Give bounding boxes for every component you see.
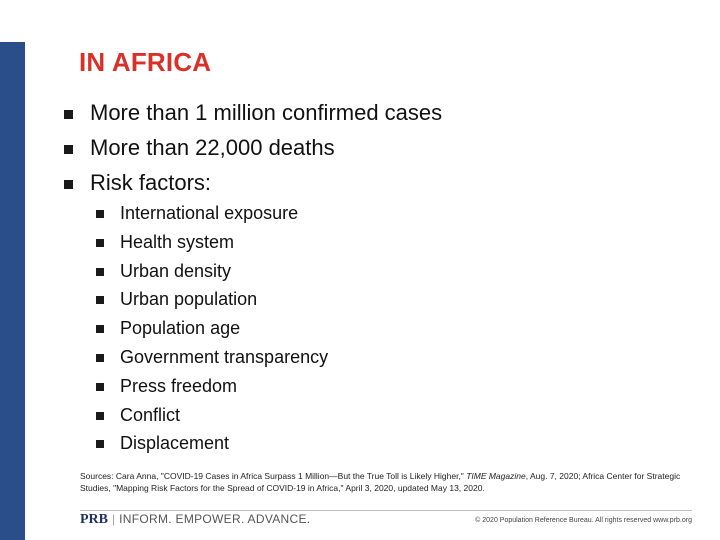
- square-bullet-icon: [96, 353, 104, 362]
- risk-factor-item: Displacement: [96, 430, 328, 459]
- risk-factor-text: Government transparency: [120, 346, 329, 367]
- risk-factor-text: Press freedom: [120, 375, 238, 396]
- risk-factor-item: International exposure: [96, 200, 328, 229]
- bullet-item: More than 22,000 deaths: [64, 133, 442, 168]
- footer-divider: [80, 510, 692, 511]
- risk-factor-item: Conflict: [96, 402, 328, 431]
- slide-title: IN AFRICA: [79, 47, 212, 77]
- risk-factor-text: Displacement: [120, 433, 230, 454]
- square-bullet-icon: [96, 325, 104, 334]
- sources-text-suffix: , Aug. 7, 2020; Africa Center for Strate…: [80, 471, 681, 493]
- copyright-notice: © 2020 Population Reference Bureau. All …: [475, 517, 692, 524]
- risk-factor-item: Press freedom: [96, 373, 328, 402]
- bullet-item: Risk factors:: [64, 168, 442, 203]
- risk-factor-text: Conflict: [120, 404, 181, 425]
- left-accent-bar: [0, 42, 25, 540]
- brand-separator: |: [112, 512, 116, 526]
- bullet-text: More than 22,000 deaths: [90, 135, 335, 160]
- risk-factor-text: Urban population: [120, 289, 258, 310]
- square-bullet-icon: [96, 238, 104, 247]
- square-bullet-icon: [96, 411, 104, 420]
- sources-magazine: TIME Magazine: [466, 471, 526, 481]
- risk-factor-item: Urban population: [96, 286, 328, 315]
- risk-factor-text: International exposure: [120, 203, 299, 223]
- square-bullet-icon: [96, 267, 104, 276]
- sources-text-prefix: Sources: Cara Anna, "COVID-19 Cases in A…: [80, 471, 467, 481]
- bullet-item: More than 1 million confirmed cases: [64, 98, 442, 133]
- risk-factor-text: Population age: [120, 318, 241, 339]
- square-bullet-icon: [96, 382, 104, 391]
- square-bullet-icon: [64, 145, 73, 154]
- square-bullet-icon: [64, 110, 73, 119]
- risk-factor-item: Government transparency: [96, 344, 328, 373]
- risk-factor-item: Population age: [96, 315, 328, 344]
- sources-citation: Sources: Cara Anna, "COVID-19 Cases in A…: [80, 470, 692, 494]
- risk-factor-list: International exposure Health system Urb…: [96, 200, 328, 459]
- footer-brand: PRB | INFORM. EMPOWER. ADVANCE.: [80, 512, 310, 527]
- square-bullet-icon: [96, 210, 104, 218]
- risk-factor-item: Urban density: [96, 258, 328, 287]
- risk-factor-text: Urban density: [120, 260, 232, 281]
- bullet-text: Risk factors:: [90, 170, 212, 195]
- square-bullet-icon: [64, 180, 73, 189]
- risk-factor-item: Health system: [96, 229, 328, 258]
- brand-tagline: INFORM. EMPOWER. ADVANCE.: [119, 512, 311, 526]
- square-bullet-icon: [96, 440, 104, 449]
- risk-factor-text: Health system: [120, 231, 235, 252]
- square-bullet-icon: [96, 296, 104, 305]
- main-bullet-list: More than 1 million confirmed cases More…: [64, 98, 442, 203]
- bullet-text: More than 1 million confirmed cases: [90, 100, 443, 125]
- prb-logo: PRB: [80, 512, 108, 527]
